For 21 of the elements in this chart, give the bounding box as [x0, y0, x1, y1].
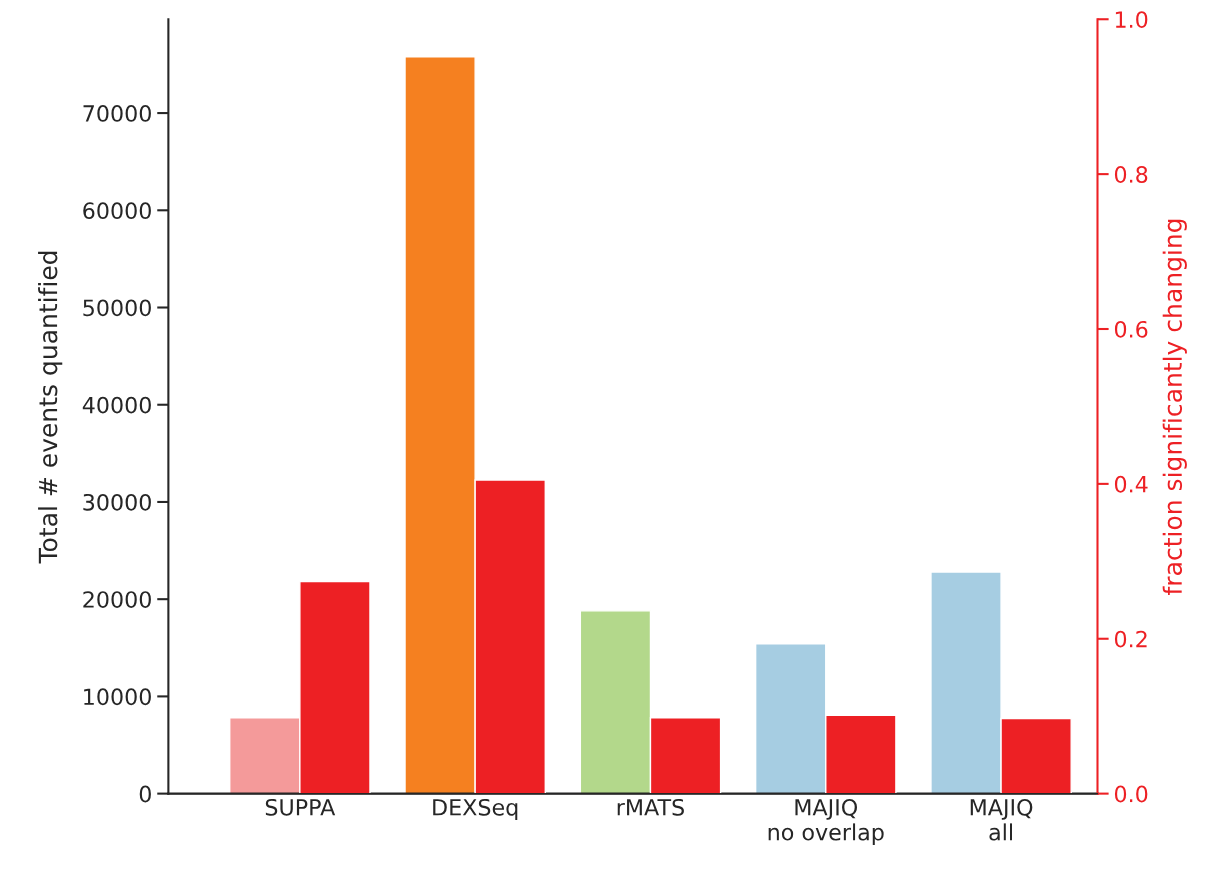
x-tick-label: SUPPA: [265, 798, 336, 816]
y-tick-label: 70000: [83, 105, 151, 122]
y-tick-label: 60000: [83, 202, 151, 220]
x-tick-label: MAJIQ no overlap: [768, 798, 884, 845]
x-tick-label: DEXSeq: [433, 798, 518, 820]
y-tick-label: 40000: [82, 396, 151, 414]
y2-tick-label: 1.0: [1115, 11, 1148, 29]
x-tick-label: rMATS: [617, 798, 684, 816]
y-axis-title: Total # events quantified: [38, 251, 63, 564]
x-tick-label: MAJIQ all: [970, 798, 1033, 841]
y2-tick-label: 0.0: [1114, 785, 1148, 803]
y-tick-label: 20000: [83, 591, 151, 608]
y2-axis-title: fraction significantly changing: [1162, 219, 1187, 595]
y-tick-label: 50000: [83, 299, 151, 317]
y2-tick-label: 0.4: [1114, 475, 1148, 493]
y-tick-label: 10000: [84, 688, 151, 706]
y2-tick-label: 0.2: [1114, 630, 1147, 648]
y2-tick-label: 0.6: [1114, 320, 1148, 338]
y-tick-label: 0: [139, 785, 151, 803]
y-tick-label: 30000: [83, 493, 151, 511]
y2-tick-label: 0.8: [1114, 166, 1148, 183]
